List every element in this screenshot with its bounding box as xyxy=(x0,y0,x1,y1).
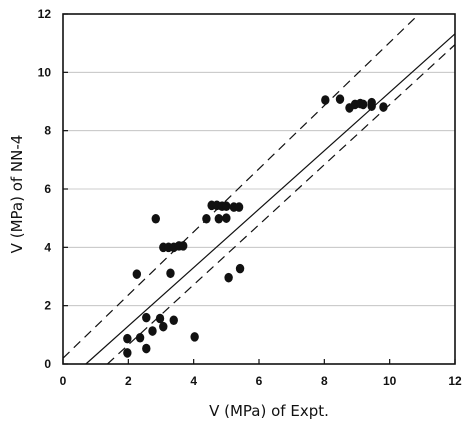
x-tick-label: 4 xyxy=(190,374,197,388)
y-tick-labels: 0 2 4 6 8 10 12 xyxy=(38,7,52,371)
y-tick-label: 4 xyxy=(44,240,51,254)
x-tick-label: 0 xyxy=(60,374,67,388)
y-tick-label: 0 xyxy=(44,357,51,371)
data-point xyxy=(123,348,132,358)
y-tick-label: 2 xyxy=(44,299,51,313)
data-point xyxy=(202,213,211,224)
data-point xyxy=(123,333,132,344)
data-point xyxy=(132,269,142,279)
dashed-bound-line-2 xyxy=(107,44,456,365)
data-point xyxy=(222,213,231,223)
axis-ticks xyxy=(62,13,456,365)
data-point xyxy=(135,332,145,343)
data-points xyxy=(123,94,388,358)
reference-lines xyxy=(62,13,456,365)
data-point xyxy=(379,102,388,112)
dashed-bound-line-1 xyxy=(62,13,420,359)
y-tick-label: 12 xyxy=(38,7,52,21)
data-point xyxy=(222,201,231,212)
x-tick-label: 12 xyxy=(448,374,462,388)
data-point xyxy=(155,313,165,324)
x-tick-label: 8 xyxy=(321,374,328,388)
data-point xyxy=(235,263,245,274)
data-point xyxy=(367,97,376,108)
y-tick-label: 10 xyxy=(38,65,52,79)
data-point xyxy=(190,332,199,342)
data-point xyxy=(359,99,368,110)
data-point xyxy=(159,321,168,332)
data-point xyxy=(224,272,233,283)
y-tick-label: 8 xyxy=(44,124,51,138)
data-point xyxy=(151,213,160,224)
data-point xyxy=(335,94,345,104)
y-axis-title: V (MPa) of NN-4 xyxy=(8,135,26,254)
data-point xyxy=(234,202,244,212)
x-tick-label: 6 xyxy=(256,374,263,388)
data-point xyxy=(166,268,175,279)
fit-line-0 xyxy=(85,33,456,365)
data-point xyxy=(142,343,151,354)
x-tick-label: 2 xyxy=(125,374,132,388)
x-tick-labels: 0 2 4 6 8 10 12 xyxy=(60,374,462,388)
data-point xyxy=(148,326,157,336)
x-axis-title: V (MPa) of Expt. xyxy=(209,402,329,420)
data-point xyxy=(321,95,330,105)
data-point xyxy=(169,315,178,326)
data-point xyxy=(142,312,151,323)
gridlines xyxy=(63,71,455,307)
data-point xyxy=(179,241,188,251)
x-tick-label: 10 xyxy=(383,374,397,388)
data-point xyxy=(214,213,224,224)
y-tick-label: 6 xyxy=(44,182,51,196)
